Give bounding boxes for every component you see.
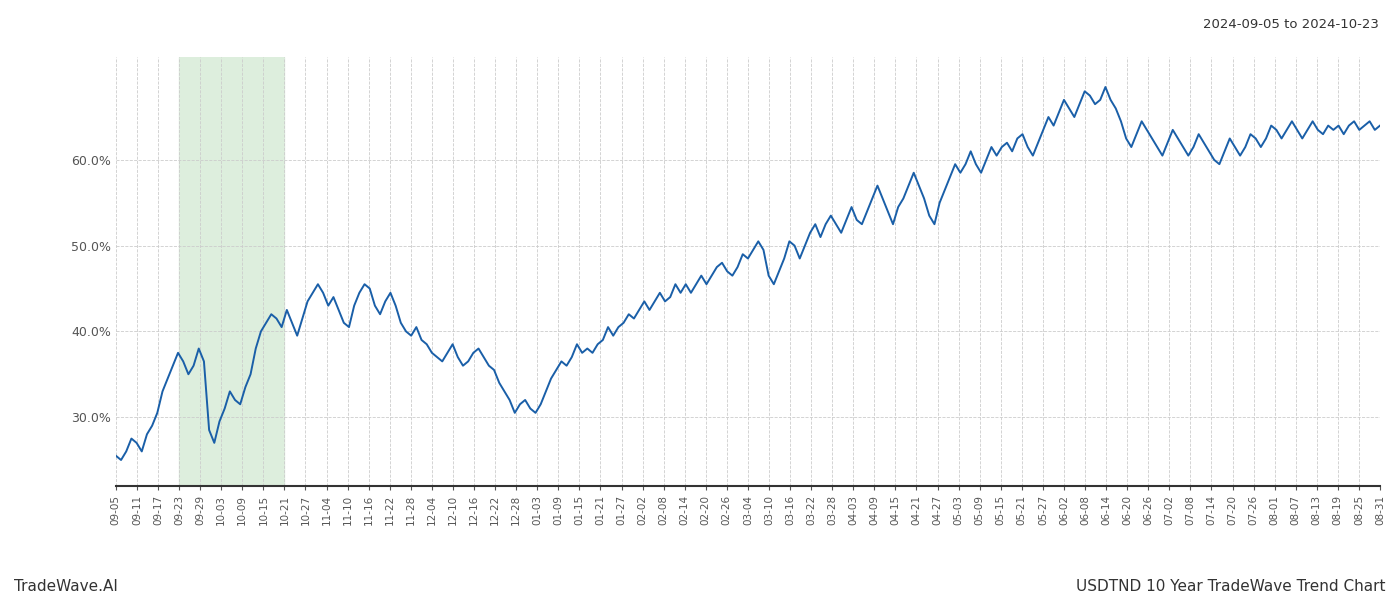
Text: TradeWave.AI: TradeWave.AI [14,579,118,594]
Bar [179,57,284,486]
Text: 2024-09-05 to 2024-10-23: 2024-09-05 to 2024-10-23 [1203,18,1379,31]
Text: USDTND 10 Year TradeWave Trend Chart: USDTND 10 Year TradeWave Trend Chart [1077,579,1386,594]
